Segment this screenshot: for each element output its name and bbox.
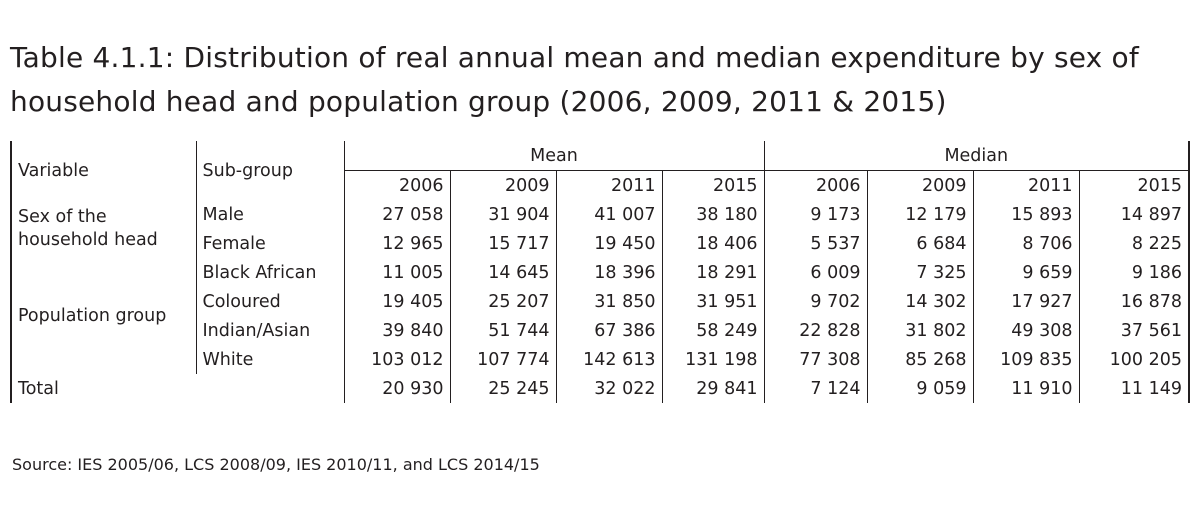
table-row: Sex of the household head Male 27 058 31…: [10, 200, 1191, 258]
table-row: White 103 012 107 774 142 613 131 198 77…: [11, 345, 1191, 374]
value-cell: 39 840: [344, 316, 451, 345]
value-cell: 7 325: [867, 258, 974, 287]
value-cell: 49 308: [973, 316, 1080, 345]
value-cell: 103 012: [344, 345, 451, 374]
year-header: 2015: [662, 170, 765, 200]
expenditure-table: Variable Sub-group Mean Median 2006 2009…: [10, 141, 1191, 403]
value-cell: 5 537: [764, 229, 868, 258]
subgroup-cell: Indian/Asian: [196, 316, 345, 345]
value-cell: 9 186: [1079, 258, 1191, 287]
table-row: Indian/Asian 39 840 51 744 67 386 58 249…: [11, 316, 1191, 345]
subgroup-cell: Coloured: [196, 287, 345, 316]
title-line-2: household head and population group (200…: [10, 85, 947, 118]
table-row: Female 12 965 15 717 19 450 18 406 5 537…: [11, 229, 1191, 258]
group-label-population: Population group: [10, 258, 197, 374]
subgroup-cell: Female: [196, 229, 345, 258]
year-header: 2006: [344, 170, 451, 200]
value-cell: 9 659: [973, 258, 1080, 287]
mean-header: Mean: [344, 141, 765, 171]
value-cell: 142 613: [556, 345, 663, 374]
value-cell: 100 205: [1079, 345, 1191, 374]
header-row-1: Variable Sub-group Mean Median: [10, 141, 1191, 200]
value-cell: 31 951: [662, 287, 765, 316]
value-cell: 7 124: [764, 374, 868, 403]
value-cell: 27 058: [344, 200, 451, 229]
value-cell: 18 396: [556, 258, 663, 287]
group-label-line: Sex of the: [18, 207, 107, 227]
value-cell: 131 198: [662, 345, 765, 374]
value-cell: 18 406: [662, 229, 765, 258]
value-cell: 12 179: [867, 200, 974, 229]
source-note: Source: IES 2005/06, LCS 2008/09, IES 20…: [12, 455, 540, 474]
value-cell: 37 561: [1079, 316, 1191, 345]
value-cell: 6 684: [867, 229, 974, 258]
subgroup-header: Sub-group: [196, 141, 345, 200]
value-cell: 8 706: [973, 229, 1080, 258]
year-header: 2011: [973, 170, 1080, 200]
subgroup-cell: White: [196, 345, 345, 374]
table-row: Population group Black African 11 005 14…: [10, 258, 1191, 374]
value-cell: 41 007: [556, 200, 663, 229]
value-cell: 11 005: [344, 258, 451, 287]
value-cell: 14 897: [1079, 200, 1191, 229]
value-cell: 9 059: [867, 374, 974, 403]
value-cell: 25 207: [450, 287, 557, 316]
group-label-sex: Sex of the household head: [10, 200, 197, 258]
value-cell: 9 173: [764, 200, 868, 229]
value-cell: 17 927: [973, 287, 1080, 316]
year-header: 2015: [1079, 170, 1191, 200]
median-header: Median: [764, 141, 1191, 171]
value-cell: 15 893: [973, 200, 1080, 229]
header-row-2: 2006 2009 2011 2015 2006 2009 2011 2015: [11, 170, 1191, 200]
value-cell: 14 645: [450, 258, 557, 287]
title-line-1: Table 4.1.1: Distribution of real annual…: [10, 41, 1139, 74]
subgroup-cell: Black African: [196, 258, 345, 287]
value-cell: 77 308: [764, 345, 868, 374]
subgroup-cell: Male: [196, 200, 345, 229]
year-header: 2009: [867, 170, 974, 200]
value-cell: 31 802: [867, 316, 974, 345]
group-label-line: household head: [18, 230, 158, 250]
year-header: 2011: [556, 170, 663, 200]
total-label: Total: [10, 374, 345, 403]
value-cell: 38 180: [662, 200, 765, 229]
value-cell: 51 744: [450, 316, 557, 345]
value-cell: 67 386: [556, 316, 663, 345]
value-cell: 8 225: [1079, 229, 1191, 258]
table-title: Table 4.1.1: Distribution of real annual…: [10, 36, 1170, 124]
year-header: 2006: [764, 170, 868, 200]
value-cell: 32 022: [556, 374, 663, 403]
value-cell: 107 774: [450, 345, 557, 374]
value-cell: 11 149: [1079, 374, 1191, 403]
value-cell: 109 835: [973, 345, 1080, 374]
value-cell: 31 850: [556, 287, 663, 316]
value-cell: 25 245: [450, 374, 557, 403]
value-cell: 19 405: [344, 287, 451, 316]
value-cell: 29 841: [662, 374, 765, 403]
value-cell: 18 291: [662, 258, 765, 287]
value-cell: 20 930: [344, 374, 451, 403]
value-cell: 12 965: [344, 229, 451, 258]
value-cell: 58 249: [662, 316, 765, 345]
table-row: Coloured 19 405 25 207 31 850 31 951 9 7…: [11, 287, 1191, 316]
value-cell: 22 828: [764, 316, 868, 345]
value-cell: 14 302: [867, 287, 974, 316]
total-row: Total 20 930 25 245 32 022 29 841 7 124 …: [10, 374, 1191, 403]
value-cell: 16 878: [1079, 287, 1191, 316]
variable-header: Variable: [10, 141, 197, 200]
year-header: 2009: [450, 170, 557, 200]
value-cell: 11 910: [973, 374, 1080, 403]
value-cell: 31 904: [450, 200, 557, 229]
value-cell: 15 717: [450, 229, 557, 258]
value-cell: 19 450: [556, 229, 663, 258]
value-cell: 9 702: [764, 287, 868, 316]
value-cell: 85 268: [867, 345, 974, 374]
value-cell: 6 009: [764, 258, 868, 287]
